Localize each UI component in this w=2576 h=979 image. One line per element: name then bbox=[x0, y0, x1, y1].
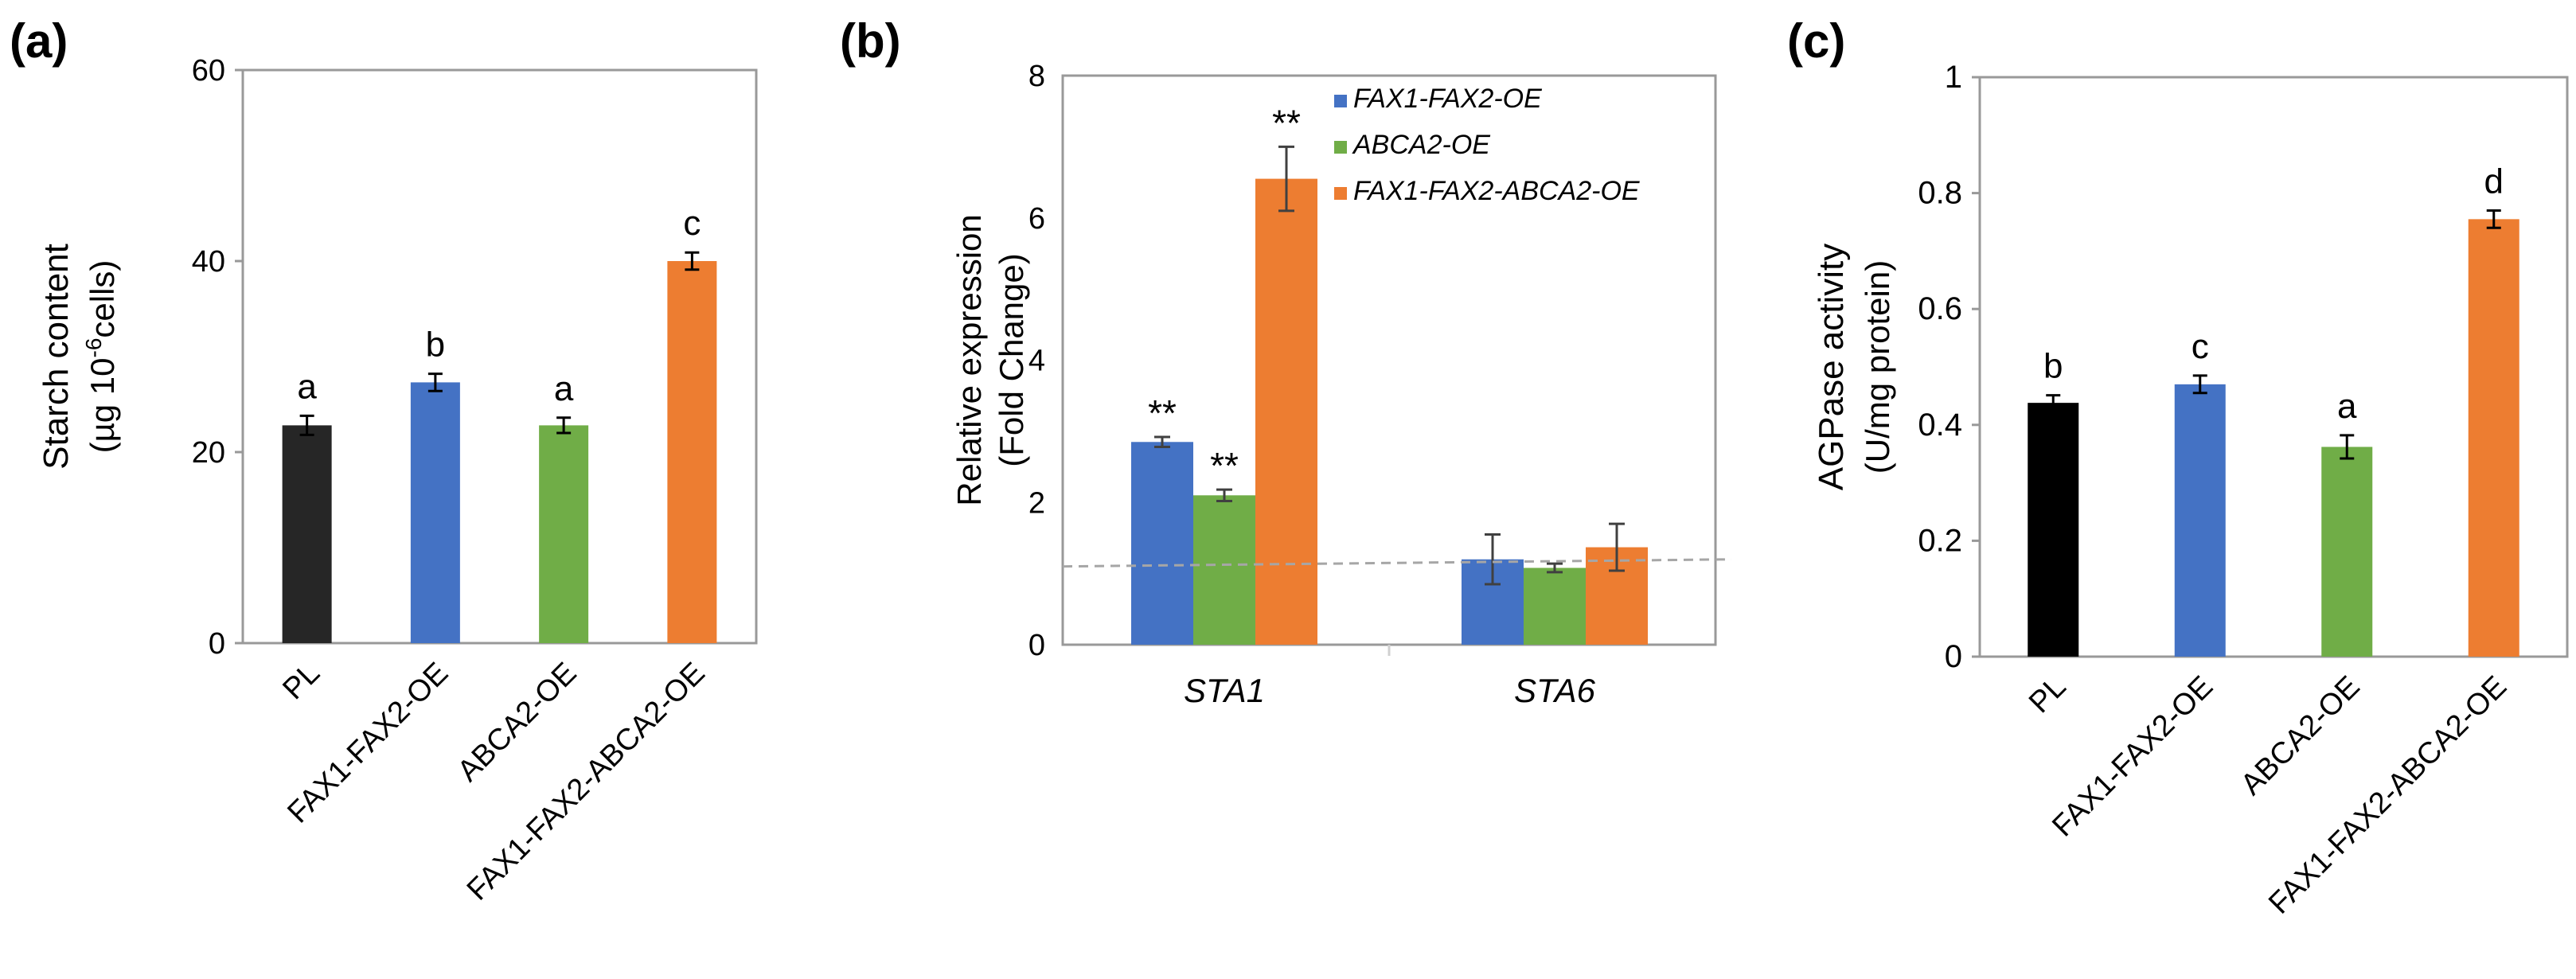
panel-label-a: (a) bbox=[10, 14, 68, 68]
panel-label-c: (c) bbox=[1787, 14, 1845, 68]
x-tick-label: PL bbox=[2023, 670, 2073, 720]
significance-letter: a bbox=[554, 369, 574, 408]
y-tick-label: 60 bbox=[192, 54, 225, 88]
significance-letter: d bbox=[2484, 162, 2504, 201]
chart-c: 0 0.2 0.4 0.6 0.8 1 AGPase activity (U/mg prote… bbox=[1812, 60, 2569, 921]
y-axis-label-line1: Relative expression bbox=[950, 214, 988, 506]
legend-swatch bbox=[1334, 187, 1347, 200]
x-tick-label: PL bbox=[276, 657, 326, 707]
significance-letter: a bbox=[2337, 387, 2357, 426]
bar bbox=[410, 382, 460, 643]
legend-label: ABCA2-OE bbox=[1352, 130, 1490, 160]
x-tick-label: FAX1-FAX2-ABCA2-OE bbox=[461, 657, 712, 907]
x-tick-label: ABCA2-OE bbox=[2234, 670, 2367, 802]
y-tick-label: 1 bbox=[1945, 60, 1962, 95]
panel-label-b: (b) bbox=[840, 14, 901, 68]
y-tick-label: 0 bbox=[209, 627, 225, 661]
bar bbox=[1255, 178, 1317, 645]
significance-letter: b bbox=[2043, 347, 2063, 386]
x-tick-label: STA1 bbox=[1184, 672, 1265, 709]
chart-a: 0 20 40 60 Starch content (µg 10-6cells) a PL b F… bbox=[37, 54, 758, 907]
y-tick-label: 0.6 bbox=[1918, 291, 1962, 326]
bar bbox=[282, 425, 332, 643]
y-tick-label: 20 bbox=[192, 436, 225, 470]
y-tick-label: 2 bbox=[1028, 486, 1045, 520]
bar bbox=[2028, 403, 2079, 657]
bar bbox=[1193, 495, 1255, 645]
bar bbox=[2321, 447, 2373, 657]
x-tick-label: FAX1-FAX2-OE bbox=[2046, 670, 2219, 844]
y-tick-label: 0 bbox=[1028, 629, 1045, 662]
legend-swatch bbox=[1334, 141, 1347, 154]
chart-b: 0 2 4 6 8 Relative expression (Fold Change) ** *… bbox=[950, 60, 1732, 709]
y-axis-label-line2: (U/mg protein) bbox=[1859, 260, 1896, 474]
significance-letter: b bbox=[426, 326, 445, 365]
x-tick-label: STA6 bbox=[1514, 672, 1596, 709]
y-tick-label: 40 bbox=[192, 245, 225, 279]
y-axis-label-prefix: (µg 10 bbox=[84, 357, 121, 453]
y-tick-label: 0.2 bbox=[1918, 523, 1962, 558]
significance-mark: ** bbox=[1272, 102, 1301, 143]
y-axis-label-line1: Starch content bbox=[37, 244, 76, 470]
legend-label: FAX1-FAX2-OE bbox=[1353, 84, 1542, 114]
plot-frame bbox=[241, 68, 758, 645]
bar bbox=[2468, 219, 2519, 657]
bar bbox=[667, 261, 717, 643]
y-tick-label: 8 bbox=[1028, 60, 1045, 93]
significance-letter: c bbox=[683, 204, 701, 243]
reference-line bbox=[1062, 558, 1732, 568]
y-tick-label: 0 bbox=[1945, 639, 1962, 674]
y-axis-label-superscript: -6 bbox=[81, 338, 106, 358]
x-tick-label: ABCA2-OE bbox=[451, 657, 584, 789]
significance-mark: ** bbox=[1148, 392, 1177, 434]
significance-mark: ** bbox=[1210, 445, 1239, 486]
bar bbox=[539, 425, 589, 643]
y-axis-label-suffix: cells) bbox=[84, 260, 121, 338]
legend-label: FAX1-FAX2-ABCA2-OE bbox=[1353, 176, 1640, 206]
legend-swatch bbox=[1334, 95, 1347, 107]
significance-letter: c bbox=[2192, 327, 2209, 366]
y-tick-label: 6 bbox=[1028, 202, 1045, 236]
plot-frame bbox=[1978, 76, 2569, 658]
y-axis-label-line2: (Fold Change) bbox=[993, 253, 1030, 466]
significance-letter: a bbox=[297, 367, 317, 406]
x-tick-label: FAX1-FAX2-ABCA2-OE bbox=[2262, 670, 2513, 921]
bar bbox=[1131, 442, 1193, 645]
y-tick-label: 4 bbox=[1028, 345, 1045, 378]
y-tick-label: 0.4 bbox=[1918, 408, 1962, 443]
bar bbox=[1524, 568, 1586, 645]
y-tick-label: 0.8 bbox=[1918, 176, 1962, 211]
bar bbox=[2174, 384, 2226, 657]
y-axis-label-line2: (µg 10-6cells) bbox=[81, 260, 121, 454]
y-axis-label-line1: AGPase activity bbox=[1812, 244, 1851, 491]
